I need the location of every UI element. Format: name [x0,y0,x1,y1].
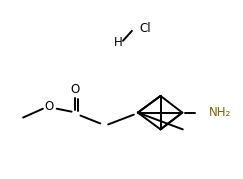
Text: H: H [114,36,122,49]
Text: O: O [44,100,53,113]
Text: NH₂: NH₂ [209,106,231,119]
Text: Cl: Cl [140,22,151,35]
Text: O: O [70,83,79,96]
